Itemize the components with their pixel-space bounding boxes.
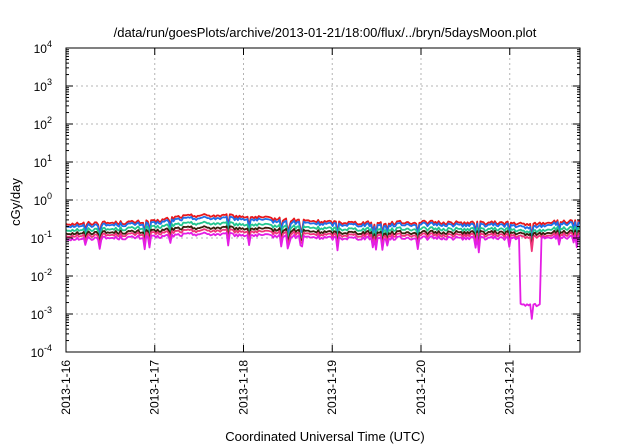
series-line — [65, 220, 581, 247]
series-line — [65, 213, 581, 240]
grid — [66, 48, 580, 352]
y-tick-label: 10-1 — [31, 229, 52, 246]
x-tick-label: 2013-1-16 — [59, 360, 73, 415]
y-tick-label: 103 — [34, 77, 52, 94]
chart-title: /data/run/goesPlots/archive/2013-01-21/1… — [114, 25, 537, 40]
y-tick-label: 102 — [34, 115, 52, 132]
x-axis-label: Coordinated Universal Time (UTC) — [225, 429, 424, 444]
series-line — [65, 228, 581, 253]
y-tick-label: 101 — [34, 153, 52, 170]
series-line — [65, 231, 581, 320]
y-tick-label: 10-4 — [31, 343, 52, 360]
ticks — [65, 47, 580, 353]
x-tick-label: 2013-1-21 — [503, 360, 517, 415]
series-layer — [65, 213, 581, 320]
x-tick-label: 2013-1-18 — [236, 360, 250, 415]
y-tick-label: 100 — [34, 191, 52, 208]
series-line — [65, 215, 581, 243]
y-axis-label: cGy/day — [8, 178, 23, 226]
x-tick-labels: 2013-1-16 2013-1-17 2013-1-18 2013-1-19 2013… — [59, 360, 517, 415]
x-tick-label: 2013-1-17 — [148, 360, 162, 415]
y-tick-label: 10-2 — [31, 267, 52, 284]
y-tick-label: 104 — [34, 39, 52, 56]
x-tick-label: 2013-1-19 — [325, 360, 339, 415]
y-tick-labels: 10-4 10-3 10-2 10-1 100 101 102 103 104 — [31, 39, 52, 360]
series-line — [65, 225, 581, 250]
x-tick-label: 2013-1-20 — [414, 360, 428, 415]
y-tick-label: 10-3 — [31, 305, 52, 322]
